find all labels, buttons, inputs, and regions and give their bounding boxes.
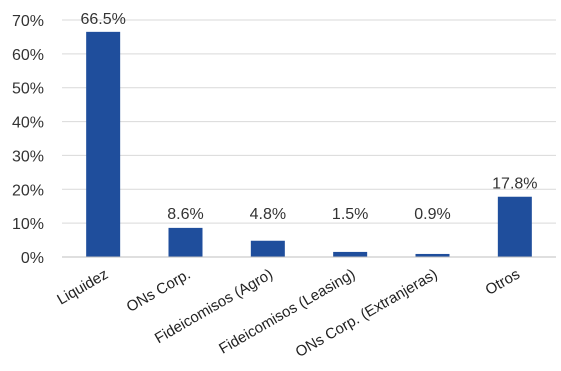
y-tick-label: 40%	[12, 115, 44, 132]
x-category-label: ONs Corp. (Extranjeras)	[293, 266, 441, 361]
y-tick-label: 50%	[12, 81, 44, 98]
data-label: 1.5%	[332, 206, 368, 223]
bar	[333, 251, 368, 257]
data-label: 8.6%	[167, 206, 203, 223]
data-label: 17.8%	[492, 176, 537, 193]
y-tick-label: 30%	[12, 148, 44, 165]
y-tick-label: 10%	[12, 216, 44, 233]
data-label: 66.5%	[80, 11, 125, 28]
y-axis-ticks: 0% 10% 20% 30% 40% 50% 60% 70%	[12, 13, 44, 267]
bar	[86, 31, 121, 257]
bar	[497, 196, 532, 257]
data-label: 4.8%	[250, 206, 286, 223]
y-tick-label: 20%	[12, 182, 44, 199]
bar	[415, 253, 450, 257]
x-axis-categories: Liquidez ONs Corp.Fideicomisos (Agro)Fide…	[54, 266, 523, 361]
x-category-label: Fideicomisos (Leasing)	[216, 266, 358, 358]
y-tick-label: 60%	[12, 47, 44, 64]
x-category-label: ONs Corp.	[124, 266, 194, 316]
x-category-label: Otros	[483, 266, 523, 299]
bars	[86, 31, 532, 257]
bar	[250, 240, 285, 257]
data-label: 0.9%	[414, 206, 450, 223]
gridlines	[62, 19, 556, 224]
y-tick-label: 0%	[21, 250, 44, 267]
y-tick-label: 70%	[12, 13, 44, 30]
data-labels: 66.5% 8.6% 4.8% 1.5% 0.9% 17.8%	[80, 11, 537, 223]
bar	[168, 227, 203, 257]
x-category-label: Liquidez	[54, 266, 111, 309]
